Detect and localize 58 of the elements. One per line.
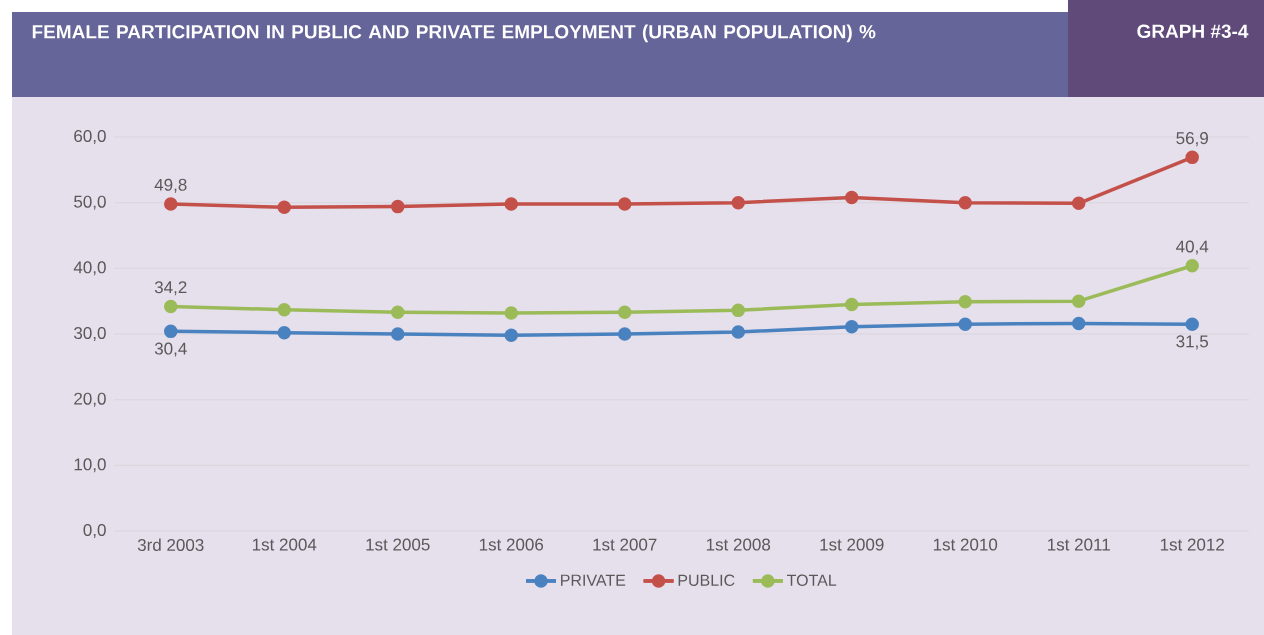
legend-label: TOTAL [786, 574, 837, 586]
x-tick-label: 1st 2004 [252, 538, 317, 551]
point [277, 200, 291, 215]
point [617, 197, 632, 211]
point [844, 297, 859, 312]
point [617, 305, 632, 320]
legend-label: PRIVATE [561, 574, 626, 586]
point [958, 295, 972, 309]
x-tick-label: 1st 2009 [820, 538, 884, 551]
point [504, 328, 518, 343]
point [277, 325, 291, 340]
point [277, 302, 291, 317]
text: GRAPH #3-4 [1137, 24, 1249, 39]
point [731, 325, 745, 339]
x-tick-label: 1st 2011 [1048, 538, 1110, 551]
y-tick-label: 50,0 [74, 195, 106, 210]
chart-title: FEMALE PARTICIPATION IN PUBLIC AND PRIVATE EMPLOYMENT (URBAN POPULATION) % [32, 24, 876, 43]
x-tick-label: 1st 2005 [366, 538, 430, 551]
x-tick-label: 1st 2010 [933, 538, 998, 551]
point [1071, 316, 1086, 331]
point [504, 306, 518, 320]
point [390, 327, 405, 341]
point [390, 199, 405, 214]
data-label: 56,9 [1176, 132, 1208, 147]
point [164, 324, 178, 339]
point [1071, 196, 1086, 211]
data-label: 31,5 [1176, 335, 1209, 350]
point [731, 195, 745, 210]
x-tick-label: 1st 2012 [1160, 538, 1224, 551]
data-label: 34,2 [154, 281, 187, 296]
point [617, 327, 632, 341]
data-label: 49,8 [154, 178, 187, 193]
point [1071, 294, 1086, 308]
y-tick-label: 10,0 [74, 458, 106, 473]
data-label: 40,4 [1176, 240, 1209, 255]
point [844, 320, 859, 334]
point [1185, 317, 1199, 331]
x-tick-label: 1st 2007 [593, 538, 657, 551]
point [390, 305, 405, 320]
x-tick-label: 1st 2006 [479, 538, 544, 551]
y-tick-label: 60,0 [74, 129, 106, 145]
point [504, 197, 518, 211]
point [1185, 150, 1199, 165]
point [164, 197, 178, 211]
point [164, 299, 178, 314]
y-tick-label: 0,0 [83, 523, 106, 539]
y-tick-label: 30,0 [74, 326, 106, 342]
y-tick-label: 40,0 [73, 261, 106, 276]
point [731, 303, 745, 318]
x-tick-label: 3rd 2003 [137, 538, 204, 552]
point [1185, 258, 1199, 273]
y-tick-label: 20,0 [74, 392, 106, 407]
legend-label: PUBLIC [678, 574, 735, 586]
data-label: 30,4 [154, 342, 187, 357]
point [958, 317, 972, 331]
point [844, 190, 859, 205]
x-tick-label: 1st 2008 [706, 538, 771, 551]
point [958, 195, 972, 210]
